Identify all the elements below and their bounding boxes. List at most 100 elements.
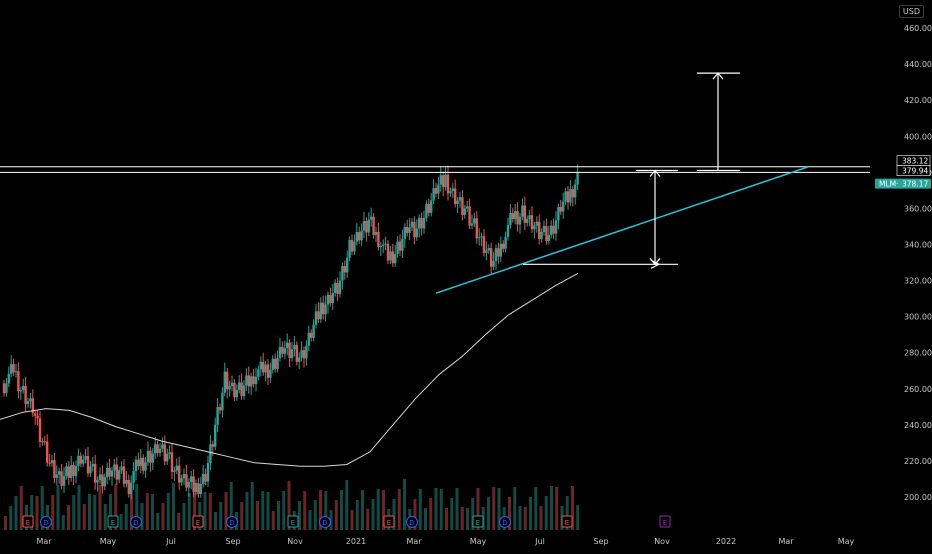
volume-bar [114, 484, 118, 530]
candle-body [538, 221, 541, 240]
candle-body [430, 200, 433, 213]
candle-body [372, 216, 375, 235]
y-tick-label: 280.00 [904, 349, 932, 358]
candle-body [300, 350, 303, 358]
separator-label: · [896, 180, 898, 189]
candle-body [190, 476, 193, 482]
candle-body [43, 441, 46, 443]
candle-body [82, 459, 85, 464]
candle-body [211, 444, 214, 447]
event-marker-label: D [409, 519, 414, 527]
candle-body [463, 208, 466, 215]
candle-body [38, 418, 42, 442]
volume-bar [576, 505, 580, 530]
candle-body [206, 462, 210, 482]
event-marker-label: E [387, 519, 391, 527]
candle-body [360, 230, 363, 241]
volume-bar [345, 480, 349, 530]
candle-body [362, 221, 366, 231]
candle-body [506, 224, 510, 237]
volume-bar [429, 498, 433, 530]
candle-body [410, 221, 414, 228]
candle-body [2, 383, 6, 394]
volume-bar [466, 508, 469, 530]
volume-bar [56, 485, 60, 530]
candle-body [475, 218, 478, 239]
candle-body [449, 190, 452, 194]
candle-body [283, 348, 286, 354]
volume-bar [40, 486, 44, 530]
candle-body [439, 175, 442, 185]
candle-body [480, 236, 483, 238]
candle-body [91, 463, 94, 467]
volume-bar [14, 496, 18, 530]
y-tick-label: 320.00 [904, 277, 932, 286]
candle-body [370, 216, 373, 220]
y-tick-label: 360.00 [904, 204, 932, 213]
candle-body [497, 248, 500, 257]
candle-body [281, 346, 284, 354]
y-tick-label: 220.00 [904, 457, 932, 466]
candle-body [526, 219, 529, 223]
candle-body [444, 174, 447, 188]
volume-bar [313, 500, 317, 530]
candle-body [125, 480, 128, 484]
candle-body [31, 398, 34, 414]
candle-body [163, 444, 166, 462]
x-tick-label: Nov [654, 537, 670, 546]
volume-bar [61, 515, 65, 530]
event-marker-label: E [663, 519, 667, 527]
volume-bar [371, 499, 375, 530]
candle-body [499, 243, 502, 257]
event-marker-label: E [476, 519, 480, 527]
candle-body [86, 456, 90, 474]
candle-body [382, 244, 385, 246]
candle-body [571, 189, 574, 198]
volume-bar [82, 504, 86, 530]
event-marker-label: D [229, 519, 234, 527]
candle-body [473, 218, 476, 224]
candle-body [84, 456, 87, 460]
candle-body [5, 383, 8, 394]
currency-label[interactable]: USD [898, 5, 924, 18]
candle-body [108, 467, 111, 477]
y-tick-label: 240.00 [904, 421, 932, 430]
candle-body [401, 238, 404, 251]
volume-bar [340, 490, 343, 530]
volume-bar [19, 486, 23, 530]
candle-body [199, 483, 202, 495]
candle-body [502, 243, 505, 249]
candle-body [487, 248, 490, 251]
candle-body [103, 477, 106, 487]
candle-body [14, 371, 18, 373]
candle-body [178, 465, 181, 483]
candle-body [168, 452, 171, 454]
volume-bar [329, 510, 333, 530]
candle-body [72, 465, 75, 477]
candle-body [286, 342, 289, 349]
volume-bar [308, 510, 312, 530]
candle-body [334, 282, 337, 293]
candle-body [242, 385, 246, 397]
candle-body [58, 471, 61, 475]
candle-body [55, 474, 58, 478]
y-tick-label: 260.00 [904, 385, 932, 394]
candle-body [257, 369, 260, 377]
volume-bar [266, 492, 270, 530]
dividend-marker [130, 516, 142, 528]
candle-body [204, 473, 207, 482]
candle-body [259, 361, 262, 370]
candle-body [185, 473, 188, 488]
candle-body [557, 207, 560, 221]
candle-body [276, 357, 279, 369]
candle-body [514, 211, 517, 220]
candle-body [540, 232, 543, 240]
volume-bar [203, 492, 207, 530]
candle-body [274, 358, 277, 369]
price-tag-label: 379.94 [902, 167, 928, 176]
price-tag-box [896, 165, 931, 176]
event-marker-label: D [322, 519, 327, 527]
candle-body [305, 345, 308, 359]
candle-body [418, 217, 421, 229]
